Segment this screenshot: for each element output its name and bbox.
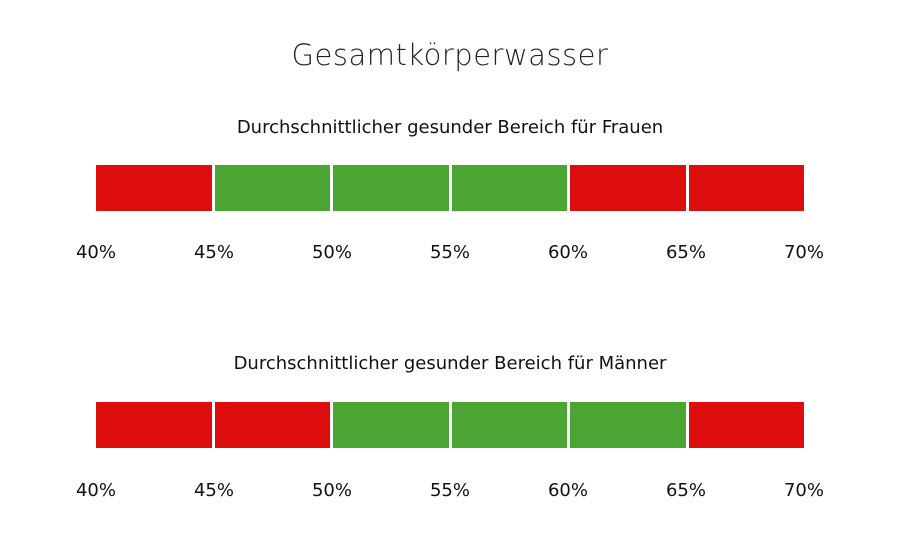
range-segment-unhealthy (211, 402, 330, 448)
range-segment-healthy (448, 402, 567, 448)
tick-label: 50% (311, 480, 352, 501)
tick-label: 45% (193, 242, 234, 263)
tick-label: 60% (547, 242, 588, 263)
range-segment-unhealthy (685, 402, 804, 448)
range-segment-healthy (448, 165, 567, 211)
panel-title-women: Durchschnittlicher gesunder Bereich für … (236, 117, 664, 138)
tick-label: 40% (75, 242, 116, 263)
range-segment-healthy (211, 165, 330, 211)
tick-label: 55% (429, 242, 470, 263)
range-segment-healthy (330, 402, 449, 448)
range-bar-women (96, 165, 804, 211)
tick-label: 50% (311, 242, 352, 263)
range-segment-unhealthy (685, 165, 804, 211)
range-segment-healthy (330, 165, 449, 211)
tick-label: 60% (547, 480, 588, 501)
range-segment-unhealthy (567, 165, 686, 211)
tick-label: 70% (783, 242, 824, 263)
tick-label: 70% (783, 480, 824, 501)
tick-labels-women: 40% 45% 50% 55% 60% 65% 70% (76, 242, 824, 266)
range-segment-unhealthy (96, 165, 212, 211)
range-segment-healthy (567, 402, 686, 448)
tick-labels-men: 40% 45% 50% 55% 60% 65% 70% (76, 480, 824, 504)
panel-title-men: Durchschnittlicher gesunder Bereich für … (233, 353, 667, 374)
chart-title: Gesamtkörperwasser (291, 38, 609, 72)
tick-label: 65% (665, 480, 706, 501)
tick-label: 45% (193, 480, 234, 501)
range-bar-men (96, 402, 804, 448)
tick-label: 40% (75, 480, 116, 501)
range-segment-unhealthy (96, 402, 212, 448)
tick-label: 55% (429, 480, 470, 501)
tick-label: 65% (665, 242, 706, 263)
